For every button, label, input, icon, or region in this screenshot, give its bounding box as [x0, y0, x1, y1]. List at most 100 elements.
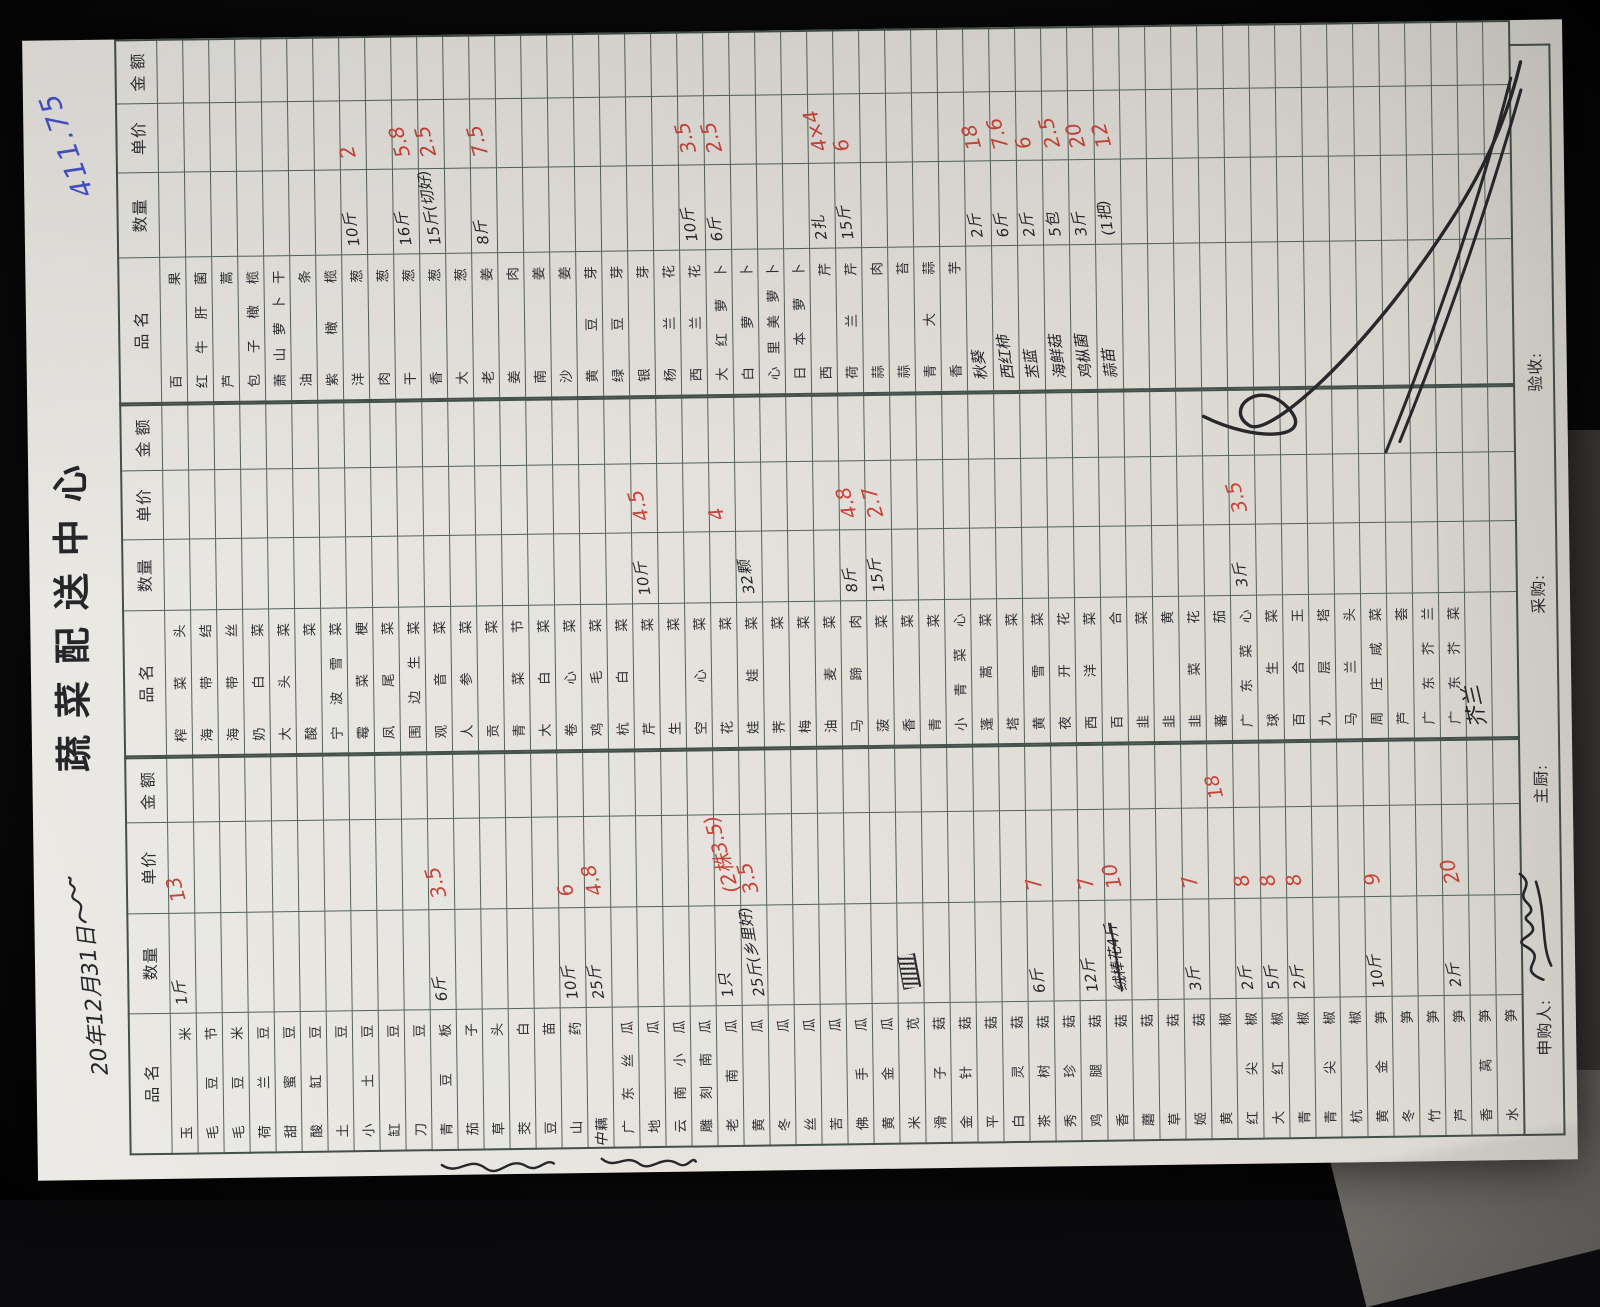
- price-cell: [599, 96, 627, 167]
- item-name-cell: 韭黄: [1152, 596, 1181, 743]
- qty-cell: 10斤: [1364, 896, 1393, 997]
- price-cell: 7.5: [461, 98, 497, 169]
- amount-cell: [338, 37, 366, 101]
- item-name-cell: 周庄咸菜: [1360, 593, 1389, 740]
- item-name-cell: 玉米: [170, 1012, 199, 1154]
- printed-item-name: 水笋: [1503, 1007, 1520, 1122]
- handwritten-qty: 6斤: [704, 215, 727, 244]
- inspector-signature-swash: [1201, 60, 1523, 454]
- printed-item-name: 玉米: [177, 1026, 194, 1140]
- handwritten-qty: 2斤: [1016, 211, 1039, 239]
- item-name-cell: 平菇: [976, 1001, 1005, 1143]
- handwritten-qty: 6斤: [990, 211, 1013, 240]
- item-name-cell: 菠菜: [866, 600, 895, 747]
- printed-item-name: 红牛肝菌: [192, 270, 210, 389]
- item-name-cell: 秀珍菇: [1054, 1000, 1083, 1142]
- item-name-cell: 油麦菜: [814, 600, 843, 748]
- printed-item-name: 金针菇: [957, 1015, 974, 1129]
- item-name-cell: 刀豆: [404, 1009, 433, 1151]
- price-cell: [942, 458, 970, 529]
- price-cell: 4.8: [576, 815, 611, 908]
- amount-cell: [910, 29, 938, 93]
- item-name-cell: 蘑菇: [1132, 999, 1161, 1141]
- qty-cell: [1151, 525, 1179, 597]
- amount-cell: [759, 396, 787, 462]
- qty-cell: 10斤: [630, 532, 659, 604]
- amount-cell: 18: [1200, 743, 1234, 808]
- printed-item-name: 鸡腿菇: [1087, 1013, 1104, 1128]
- item-name-cell: 中藕: [586, 1006, 615, 1149]
- price-cell: [869, 811, 897, 904]
- price-cell: 6: [828, 93, 861, 164]
- price-cell: 4.5: [622, 463, 658, 534]
- price-cell: [729, 94, 757, 165]
- item-name-cell: 地瓜: [638, 1006, 667, 1148]
- item-name-cell: 生菜: [658, 602, 687, 750]
- column-header-amount: 金 额: [115, 39, 158, 104]
- qty-cell: 12斤: [1078, 900, 1107, 1001]
- printed-item-name: 银芽: [634, 264, 652, 383]
- amount-cell: [504, 753, 532, 818]
- item-name-cell: 丝瓜: [794, 1003, 823, 1146]
- printed-item-name: 青菜节: [509, 618, 527, 738]
- qty-cell: [506, 908, 535, 1009]
- price-cell: [547, 97, 575, 168]
- qty-cell: [272, 911, 301, 1012]
- price-cell: [526, 464, 554, 535]
- price-cell: [734, 461, 762, 532]
- applicant-signature: [1518, 872, 1553, 981]
- amount-cell: [660, 750, 688, 816]
- qty-cell: [1390, 895, 1419, 996]
- handwritten-item-name: 秋葵: [968, 349, 991, 382]
- qty-cell: [818, 903, 847, 1004]
- qty-cell: 2斤: [1016, 160, 1044, 246]
- printed-item-name: 心里美萝卜: [764, 262, 782, 381]
- amount-cell: [187, 404, 215, 470]
- price-cell: 20: [1434, 803, 1469, 896]
- amount-cell: [686, 750, 714, 815]
- price-cell: [609, 815, 637, 907]
- price-cell: [495, 98, 523, 169]
- item-name-cell: 姜肉: [497, 252, 526, 399]
- item-name-cell: 西芹: [809, 248, 838, 394]
- qty-cell: [1281, 523, 1309, 595]
- item-name-cell: 芦荟: [1386, 592, 1415, 740]
- item-name-cell: 日本萝卜: [783, 248, 812, 395]
- printed-item-name: 梅菜: [795, 614, 813, 734]
- item-name-cell: 竹笋: [1418, 995, 1447, 1137]
- printed-item-name: 山药: [567, 1020, 584, 1135]
- handwritten-item-name: 鸡枞菌: [1071, 332, 1096, 380]
- qty-cell: [402, 909, 431, 1010]
- handwritten-qty: 8斤: [470, 219, 493, 247]
- printed-item-name: 缸豆: [385, 1023, 402, 1137]
- printed-item-name: 滑子菇: [931, 1015, 948, 1130]
- handwritten-qty: 绒棒花4斤: [1100, 921, 1131, 993]
- printed-item-name: 百果: [166, 270, 184, 389]
- header-row: 品 名 数量 单价 金 额: [115, 39, 162, 404]
- qty-cell: 15斤: [833, 163, 862, 249]
- amount-cell: [494, 34, 522, 99]
- handwritten-qty: 5斤: [1260, 963, 1283, 991]
- price-cell: [1415, 804, 1443, 896]
- item-name-cell: 大红萝卜: [705, 249, 734, 396]
- column-header-qty: 数量: [127, 913, 171, 1014]
- amount-cell: [156, 39, 184, 104]
- item-name-cell: 青豆板: [430, 1008, 459, 1151]
- item-name-cell: 海鲜菇: [1043, 244, 1072, 391]
- column-header-amount: 金 额: [125, 758, 168, 823]
- item-name-cell: 梅菜: [788, 601, 817, 748]
- price-cell: [162, 469, 190, 540]
- item-name-cell: 鸡毛菜: [580, 603, 609, 751]
- amount-cell: [629, 397, 657, 464]
- handwritten-price: 2: [334, 143, 361, 163]
- amount-cell: [889, 394, 917, 460]
- price-cell: [552, 464, 580, 535]
- handwritten-item-name: 蒜苗: [1098, 347, 1121, 380]
- amount-cell: [239, 403, 267, 469]
- amount-cell: [390, 36, 418, 100]
- item-name-cell: 芥兰: [1458, 591, 1493, 739]
- item-name-cell: 白萝卜: [731, 249, 760, 395]
- item-name-cell: 土豆: [326, 1010, 355, 1152]
- qty-cell: [912, 161, 940, 248]
- printed-item-name: 卷心菜: [561, 617, 579, 737]
